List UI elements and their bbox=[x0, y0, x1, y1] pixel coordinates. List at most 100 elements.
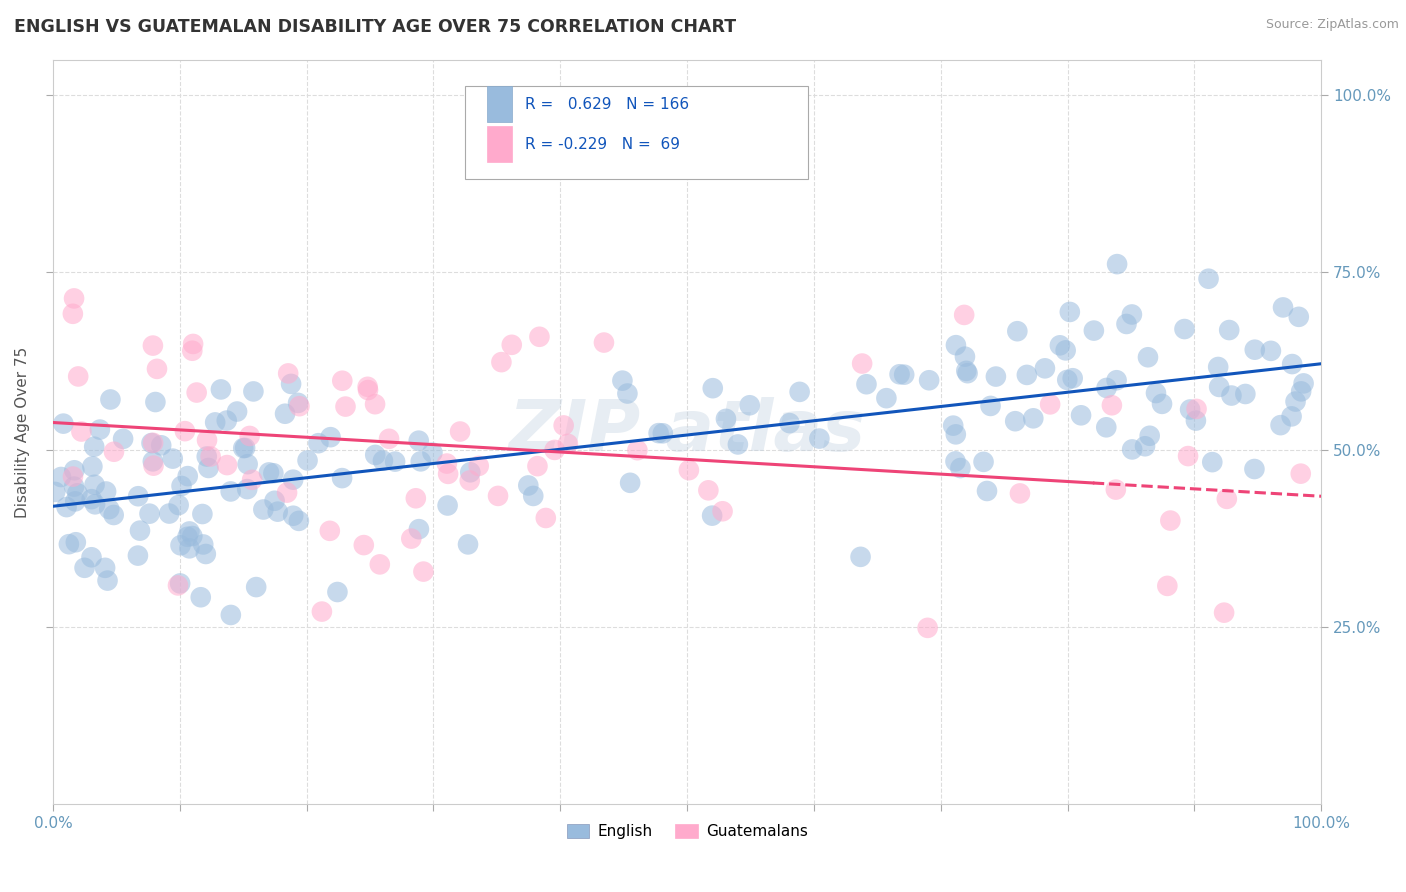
Point bbox=[1281, 409, 1303, 424]
Point bbox=[956, 366, 979, 380]
Point bbox=[73, 561, 96, 575]
Point bbox=[1083, 324, 1105, 338]
Point bbox=[142, 338, 165, 352]
Point bbox=[55, 500, 77, 514]
Point bbox=[319, 524, 342, 538]
Point bbox=[697, 483, 720, 498]
Point bbox=[219, 607, 242, 622]
Point bbox=[1139, 429, 1161, 443]
Point bbox=[138, 507, 160, 521]
Point bbox=[945, 338, 967, 352]
Point bbox=[1107, 257, 1129, 271]
Point bbox=[1121, 308, 1143, 322]
Point bbox=[98, 502, 121, 516]
Point bbox=[89, 423, 111, 437]
Point bbox=[83, 440, 105, 454]
Point bbox=[281, 473, 304, 487]
Point bbox=[1033, 361, 1056, 376]
Point bbox=[181, 529, 204, 543]
Point bbox=[875, 391, 897, 405]
Point bbox=[204, 416, 226, 430]
Point bbox=[193, 537, 215, 551]
Point bbox=[280, 376, 302, 391]
Point bbox=[129, 524, 152, 538]
Point bbox=[849, 549, 872, 564]
Point bbox=[945, 427, 967, 442]
Point bbox=[167, 578, 190, 592]
Point bbox=[209, 383, 232, 397]
Point bbox=[711, 504, 734, 518]
Point bbox=[408, 522, 430, 536]
Point bbox=[945, 454, 967, 468]
Point bbox=[1105, 483, 1128, 497]
Point bbox=[197, 461, 219, 475]
Point bbox=[70, 425, 93, 439]
Text: R = -0.229   N =  69: R = -0.229 N = 69 bbox=[524, 136, 679, 152]
Point bbox=[44, 485, 66, 500]
Point bbox=[917, 621, 939, 635]
Point bbox=[918, 373, 941, 387]
Point bbox=[62, 307, 84, 321]
Point bbox=[651, 426, 673, 441]
Point bbox=[274, 407, 297, 421]
Point bbox=[277, 367, 299, 381]
Point bbox=[194, 547, 217, 561]
Point bbox=[501, 338, 523, 352]
Point bbox=[714, 412, 737, 426]
Point bbox=[100, 392, 122, 407]
Point bbox=[181, 337, 204, 351]
Point bbox=[52, 417, 75, 431]
Point bbox=[240, 473, 263, 487]
Point bbox=[1015, 368, 1038, 382]
FancyBboxPatch shape bbox=[465, 86, 807, 178]
Point bbox=[80, 550, 103, 565]
Point bbox=[678, 463, 700, 477]
Point bbox=[239, 429, 262, 443]
Point bbox=[1095, 381, 1118, 395]
Point bbox=[378, 432, 401, 446]
Point bbox=[593, 335, 616, 350]
Point bbox=[1201, 455, 1223, 469]
Point bbox=[626, 443, 648, 458]
Point bbox=[1105, 373, 1128, 387]
Point bbox=[167, 498, 190, 512]
Point bbox=[522, 489, 544, 503]
Point bbox=[1008, 486, 1031, 500]
Point bbox=[94, 561, 117, 575]
Point bbox=[384, 455, 406, 469]
Point bbox=[702, 381, 724, 395]
Point bbox=[169, 576, 191, 591]
Point bbox=[63, 463, 86, 477]
Point bbox=[63, 479, 86, 493]
Point bbox=[236, 457, 259, 471]
Point bbox=[405, 491, 427, 506]
Point bbox=[67, 369, 90, 384]
Point bbox=[112, 432, 135, 446]
Point bbox=[1206, 359, 1229, 374]
Point bbox=[467, 458, 489, 473]
Point bbox=[1178, 402, 1201, 417]
Point bbox=[283, 508, 305, 523]
Point bbox=[191, 507, 214, 521]
Point bbox=[529, 330, 551, 344]
Point bbox=[127, 489, 149, 503]
Point bbox=[65, 494, 87, 508]
Point bbox=[49, 470, 72, 484]
Point bbox=[65, 535, 87, 549]
Point bbox=[146, 362, 169, 376]
Point bbox=[252, 502, 274, 516]
Point bbox=[1243, 462, 1265, 476]
Point bbox=[219, 484, 242, 499]
FancyBboxPatch shape bbox=[486, 87, 512, 122]
Point bbox=[458, 465, 481, 479]
Point bbox=[66, 486, 89, 500]
Point bbox=[233, 441, 256, 455]
Point bbox=[330, 471, 353, 485]
Y-axis label: Disability Age Over 75: Disability Age Over 75 bbox=[15, 346, 30, 517]
Point bbox=[141, 436, 163, 450]
Point bbox=[1272, 301, 1295, 315]
Point bbox=[1156, 579, 1178, 593]
Point bbox=[288, 399, 311, 413]
Point bbox=[449, 425, 471, 439]
Point bbox=[335, 400, 357, 414]
